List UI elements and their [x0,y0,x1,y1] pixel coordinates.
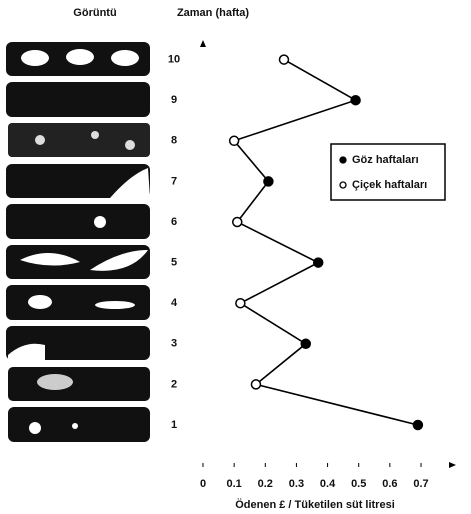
y-tick-label: 4 [171,297,178,309]
y-tick-label: 2 [171,378,177,390]
image-thumbnails [6,42,150,442]
y-axis-arrow [200,40,206,47]
data-point [301,339,310,348]
legend-label: Çiçek haftaları [352,179,427,191]
y-tick-label: 8 [171,135,177,147]
y-tick-label: 10 [168,54,180,66]
y-tick-label: 3 [171,338,177,350]
data-point [279,55,288,64]
legend: Göz haftaları Çiçek haftaları [331,144,445,200]
data-point [251,380,260,389]
x-axis-arrow [449,462,456,468]
data-point [413,421,422,430]
x-tick-label: 0.4 [320,478,336,490]
data-point [236,299,245,308]
legend-marker [340,182,346,188]
y-tick-label: 7 [171,175,177,187]
y-axis-title: Zaman (hafta) [177,7,249,19]
data-point [264,177,273,186]
x-tick-label: 0.3 [289,478,304,490]
x-tick-label: 0.5 [351,478,366,490]
legend-box [331,144,445,200]
data-point [233,218,242,227]
legend-label: Göz haftaları [352,154,419,166]
y-tick-label: 5 [171,257,177,269]
y-tick-label: 6 [171,216,177,228]
x-tick-label: 0.1 [226,478,241,490]
data-line [234,60,418,425]
x-tick-label: 0 [200,478,206,490]
y-tick-label: 1 [171,419,177,431]
chart: Görüntü Zaman (hafta) Ödenen £ / Tüketil… [0,0,471,514]
x-tick-label: 0.2 [258,478,273,490]
data-point [230,136,239,145]
x-tick-label: 0.7 [413,478,428,490]
data-point [314,258,323,267]
legend-marker [340,157,346,163]
x-axis-title: Ödenen £ / Tüketilen süt litresi [235,498,395,511]
y-tick-label: 9 [171,94,177,106]
image-column-title: Görüntü [73,7,116,19]
x-tick-label: 0.6 [382,478,397,490]
data-point [351,96,360,105]
